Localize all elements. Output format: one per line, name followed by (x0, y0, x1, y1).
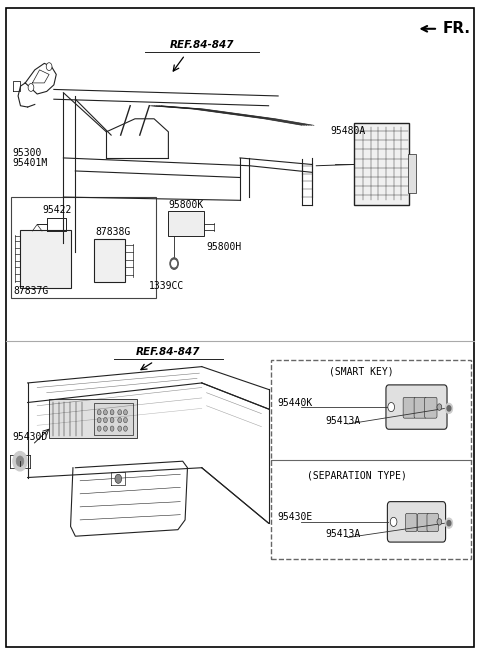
Text: 95430E: 95430E (277, 512, 312, 521)
Text: 95413A: 95413A (326, 416, 361, 426)
Circle shape (390, 517, 397, 527)
Circle shape (115, 474, 121, 483)
FancyBboxPatch shape (354, 123, 409, 205)
Circle shape (28, 84, 34, 92)
Text: REF.84-847: REF.84-847 (169, 41, 234, 50)
Text: (SEPARATION TYPE): (SEPARATION TYPE) (307, 471, 407, 481)
Circle shape (172, 260, 177, 267)
Text: 95401M: 95401M (12, 158, 47, 168)
FancyBboxPatch shape (21, 230, 71, 288)
Bar (271, 360, 471, 559)
FancyBboxPatch shape (406, 514, 417, 532)
Text: 87838G: 87838G (96, 227, 131, 238)
Circle shape (118, 426, 121, 431)
Circle shape (104, 417, 108, 422)
FancyBboxPatch shape (95, 240, 125, 282)
Text: 95422: 95422 (42, 205, 72, 215)
Circle shape (447, 521, 451, 526)
Bar (408, 154, 417, 193)
Circle shape (447, 405, 451, 411)
Text: (SMART KEY): (SMART KEY) (329, 366, 394, 377)
Circle shape (104, 409, 108, 415)
Bar (95, 403, 132, 435)
FancyBboxPatch shape (425, 398, 437, 418)
Circle shape (123, 409, 127, 415)
FancyBboxPatch shape (386, 385, 447, 429)
FancyBboxPatch shape (414, 398, 427, 418)
FancyBboxPatch shape (418, 514, 429, 532)
Text: 95300: 95300 (12, 148, 41, 158)
Circle shape (170, 257, 179, 269)
Text: FR.: FR. (443, 21, 471, 36)
Bar (11, 197, 156, 298)
Bar (49, 400, 137, 438)
Circle shape (437, 404, 442, 410)
Circle shape (110, 409, 114, 415)
Circle shape (104, 426, 108, 431)
Circle shape (118, 409, 121, 415)
Circle shape (118, 417, 121, 422)
FancyBboxPatch shape (387, 502, 445, 542)
FancyBboxPatch shape (168, 212, 204, 236)
Text: 95440K: 95440K (277, 398, 312, 407)
Text: 95430D: 95430D (12, 432, 47, 441)
Circle shape (110, 426, 114, 431)
Text: 1339CC: 1339CC (149, 281, 184, 291)
Text: REF.84-847: REF.84-847 (136, 347, 201, 357)
Circle shape (110, 417, 114, 422)
FancyBboxPatch shape (403, 398, 416, 418)
Circle shape (445, 403, 453, 413)
Circle shape (97, 409, 101, 415)
FancyBboxPatch shape (427, 514, 438, 532)
Circle shape (388, 403, 395, 411)
Circle shape (97, 417, 101, 422)
Circle shape (437, 519, 442, 525)
Text: 95480A: 95480A (331, 126, 366, 136)
Text: 87837G: 87837G (13, 286, 48, 296)
Circle shape (445, 518, 453, 529)
Text: 95800K: 95800K (168, 200, 204, 210)
Circle shape (16, 456, 24, 466)
Circle shape (123, 426, 127, 431)
Circle shape (123, 417, 127, 422)
Circle shape (46, 63, 52, 71)
Text: 95800H: 95800H (206, 242, 242, 252)
Text: 95413A: 95413A (326, 529, 361, 539)
Circle shape (97, 426, 101, 431)
Circle shape (13, 451, 27, 471)
